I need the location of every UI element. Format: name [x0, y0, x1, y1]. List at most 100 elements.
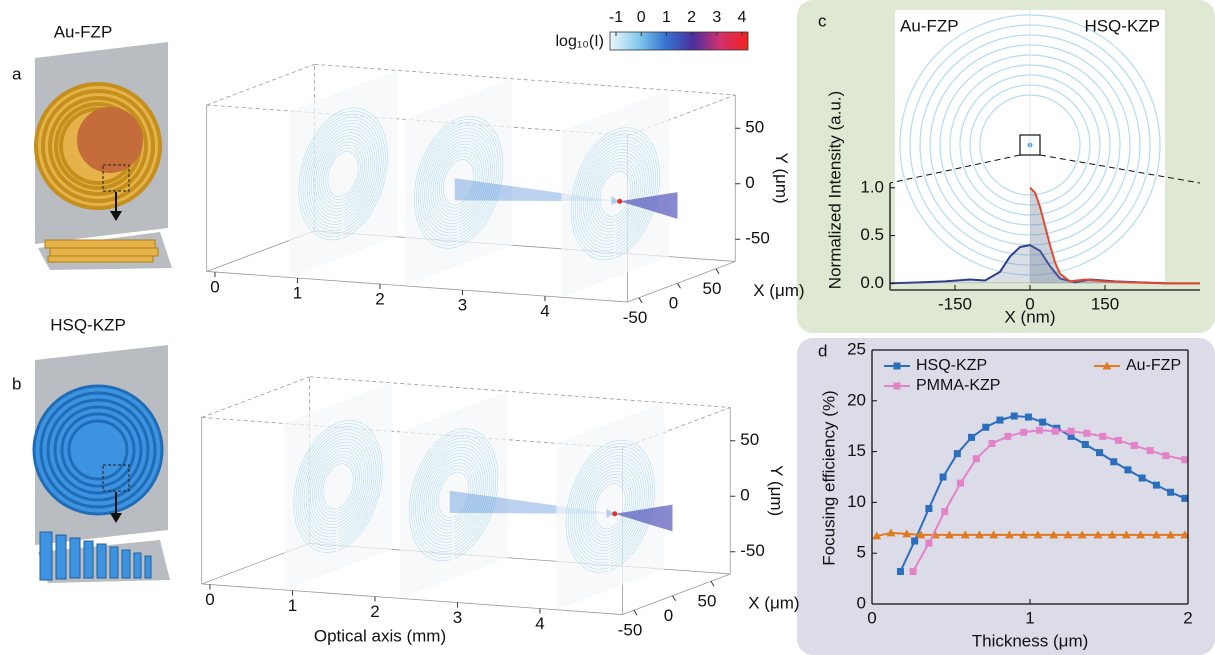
ring-pattern — [421, 447, 486, 543]
box-edge — [206, 271, 628, 303]
box-edge — [201, 376, 310, 418]
marker — [1181, 456, 1189, 464]
marker — [1063, 530, 1073, 539]
marker — [1004, 530, 1014, 539]
y-tick-label: 15 — [847, 441, 866, 460]
x-tick-label: 1 — [293, 284, 302, 303]
panel-d-background — [797, 338, 1215, 655]
marker — [974, 530, 984, 539]
marker — [1107, 530, 1117, 539]
legend-label: HSQ-KZP — [916, 357, 987, 374]
marker — [886, 528, 896, 537]
ring-pattern — [434, 146, 483, 218]
ring-pattern — [313, 129, 374, 219]
box-edge — [627, 261, 736, 303]
marker — [925, 504, 933, 512]
focus — [612, 511, 618, 517]
marker — [1130, 442, 1138, 450]
ring-pattern — [295, 423, 381, 550]
y-tick-label: 0 — [745, 173, 754, 192]
z-tick — [633, 609, 638, 616]
marker — [1121, 530, 1131, 539]
x-tick-label: 4 — [540, 302, 549, 321]
ring-pattern — [565, 439, 655, 573]
z-tick-label: 50 — [698, 592, 717, 611]
marker — [1162, 452, 1170, 460]
ring-pattern — [411, 431, 497, 559]
marker — [1039, 418, 1047, 426]
marker — [956, 479, 964, 487]
z-tick-label: -50 — [623, 308, 648, 327]
box-edge — [622, 573, 731, 615]
x-tick-label: 2 — [1183, 608, 1192, 627]
z-tick — [672, 595, 676, 601]
panel-label: b — [12, 374, 21, 393]
marker — [1096, 449, 1104, 457]
y-axis-label: Y (μm) — [767, 465, 786, 516]
y-tick-label: 50 — [740, 430, 759, 449]
ring-pattern — [301, 432, 375, 541]
hsq-kzp-illustration — [32, 345, 170, 583]
marker — [1051, 427, 1059, 435]
marker — [1146, 447, 1154, 455]
y-axis-label: Normalized Intensity (a.u.) — [825, 91, 844, 289]
ring-pattern — [432, 143, 485, 221]
au-fzp-illustration — [34, 42, 172, 270]
ring-pattern — [570, 127, 660, 261]
ring-pattern — [435, 468, 472, 521]
marker — [982, 423, 990, 431]
ring-pattern — [419, 443, 488, 546]
x-tick-label: 2 — [370, 602, 379, 621]
ring-pattern — [321, 141, 365, 207]
panel-label: d — [818, 341, 827, 360]
legend-marker — [893, 382, 901, 390]
y-tick-label: 1.0 — [860, 177, 884, 196]
marker — [896, 567, 904, 575]
ring-pattern — [599, 170, 631, 217]
ring-pattern — [316, 454, 360, 519]
x-tick-label: 2 — [375, 290, 384, 309]
marker — [1067, 427, 1075, 435]
marker — [996, 416, 1004, 424]
ring-pattern — [315, 132, 372, 216]
x-axis-label: Optical axis (mm) — [314, 626, 446, 645]
marker — [1020, 428, 1028, 436]
x-axis-label: X (nm) — [1005, 307, 1056, 326]
y-tick-label: -50 — [745, 229, 770, 248]
marker — [1099, 432, 1107, 440]
panel-label: c — [818, 11, 827, 30]
y-tick-label: 0.0 — [860, 273, 884, 292]
marker — [1124, 466, 1132, 474]
ring-pattern — [426, 134, 491, 231]
colorbar-tick-label: 1 — [662, 9, 671, 26]
ring-pattern — [314, 450, 362, 522]
x-tick-label: 0 — [1025, 294, 1034, 313]
marker — [1180, 530, 1190, 539]
marker — [1136, 530, 1146, 539]
beam — [606, 508, 615, 518]
marker — [1033, 530, 1043, 539]
area — [890, 245, 1200, 284]
ring-pattern — [428, 137, 489, 227]
legend-marker — [1102, 361, 1112, 370]
beam — [619, 192, 678, 219]
lens-label: Au-FZP — [54, 22, 113, 41]
y-tick-label: 10 — [847, 492, 866, 511]
ring-pattern — [308, 123, 378, 225]
ring-pattern — [299, 429, 377, 544]
y-tick-label: -50 — [740, 541, 765, 560]
ring-pattern — [306, 119, 380, 228]
ring-pattern — [420, 125, 498, 240]
ring-pattern — [312, 447, 365, 525]
y-axis-label: Focusing efficiency (%) — [819, 390, 838, 565]
slice-plane — [289, 70, 397, 278]
box-edge — [627, 94, 736, 136]
z-tick-label: 0 — [664, 606, 673, 625]
lens-label: HSQ-KZP — [50, 315, 126, 334]
legend-label: PMMA-KZP — [916, 377, 1000, 394]
z-tick — [677, 282, 681, 289]
x-tick-label: 4 — [535, 614, 544, 633]
ring-pattern — [433, 465, 474, 525]
